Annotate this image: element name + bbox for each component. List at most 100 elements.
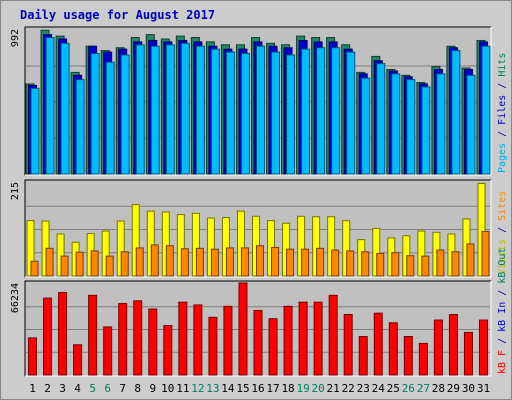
bar-pages-day-22 bbox=[346, 51, 356, 175]
bar-kb-f-day-18 bbox=[283, 305, 293, 376]
bar-pages-day-9 bbox=[150, 45, 160, 175]
x-tick-label-day-24: 24 bbox=[372, 382, 386, 395]
panel-requests: 992 Pages / Files / Hits bbox=[10, 26, 508, 176]
x-tick-label-day-20: 20 bbox=[312, 382, 325, 395]
bar-kb-f-day-12 bbox=[193, 304, 203, 376]
bar-kb-f-day-28 bbox=[433, 319, 443, 376]
bar-sites-day-27 bbox=[421, 255, 430, 277]
legend-entry: Sites bbox=[497, 191, 508, 221]
panel-max-label: 215 bbox=[10, 182, 21, 200]
legend-entry: Pages bbox=[497, 143, 508, 173]
bar-kb-f-day-7 bbox=[118, 303, 128, 376]
x-tick-label-day-5: 5 bbox=[89, 382, 96, 395]
bar-kb-f-day-11 bbox=[178, 301, 188, 376]
bar-pages-day-2 bbox=[45, 37, 55, 175]
bar-sites-day-21 bbox=[331, 249, 340, 277]
bar-kb-f-day-9 bbox=[148, 308, 158, 376]
bar-sites-day-31 bbox=[481, 230, 490, 277]
bar-sites-day-7 bbox=[120, 251, 129, 277]
bar-sites-day-18 bbox=[286, 248, 295, 277]
panel-bevel bbox=[25, 27, 492, 176]
panel-bevel bbox=[25, 180, 492, 278]
bar-sites-day-10 bbox=[165, 245, 174, 277]
bar-kb-f-day-19 bbox=[298, 301, 308, 376]
legend-entry: kB Out bbox=[497, 248, 508, 284]
panel-max-label: 66234 bbox=[10, 283, 21, 313]
bar-sites-day-23 bbox=[361, 251, 370, 277]
bar-pages-day-1 bbox=[30, 87, 40, 175]
bar-pages-day-4 bbox=[75, 79, 85, 175]
bar-pages-day-30 bbox=[466, 74, 476, 175]
bar-pages-day-8 bbox=[135, 44, 145, 175]
bar-kb-f-day-1 bbox=[28, 337, 38, 376]
x-tick-label-day-11: 11 bbox=[176, 382, 189, 395]
chart-title: Daily usage for August 2017 bbox=[20, 8, 215, 22]
x-tick-label-day-29: 29 bbox=[447, 382, 460, 395]
bar-kb-f-day-4 bbox=[73, 344, 83, 376]
bar-pages-day-6 bbox=[105, 61, 115, 175]
panel-side-legend: kB F / kB In / kB Out bbox=[497, 248, 508, 374]
bar-kb-f-day-22 bbox=[343, 314, 353, 376]
x-tick-label-day-23: 23 bbox=[357, 382, 370, 395]
bar-sites-day-4 bbox=[75, 251, 84, 277]
x-tick-label-day-31: 31 bbox=[477, 382, 490, 395]
bar-pages-day-20 bbox=[316, 47, 326, 175]
bar-pages-day-21 bbox=[331, 47, 341, 175]
bar-pages-day-31 bbox=[481, 45, 491, 175]
bar-pages-day-24 bbox=[376, 63, 386, 175]
legend-entry: / bbox=[497, 77, 508, 95]
bar-pages-day-14 bbox=[225, 51, 235, 175]
legend-entry: / bbox=[497, 284, 508, 302]
x-tick-label-day-17: 17 bbox=[266, 382, 279, 395]
bar-kb-f-day-17 bbox=[268, 318, 278, 376]
x-tick-label-day-4: 4 bbox=[74, 382, 81, 395]
bar-sites-day-19 bbox=[301, 248, 310, 277]
bar-sites-day-14 bbox=[225, 247, 234, 277]
panel-max-label: 992 bbox=[10, 29, 21, 47]
x-tick-label-day-26: 26 bbox=[402, 382, 415, 395]
bar-sites-day-22 bbox=[346, 250, 355, 277]
x-tick-label-day-27: 27 bbox=[417, 382, 430, 395]
bar-kb-f-day-29 bbox=[448, 314, 458, 376]
bar-pages-day-18 bbox=[286, 54, 296, 175]
legend-entry: / bbox=[497, 125, 508, 143]
legend-entry: / bbox=[497, 221, 508, 239]
x-tick-label-day-9: 9 bbox=[149, 382, 156, 395]
x-axis-tick-labels: 1 2 3 4 5 6 7 8 9 10 11 12 13 14 15 16 17 18 19 20 21 22 23 24 2… bbox=[29, 382, 490, 395]
legend-entry: kB In bbox=[497, 302, 508, 332]
bar-sites-day-28 bbox=[436, 249, 445, 277]
bar-kb-f-day-25 bbox=[388, 322, 398, 376]
bar-sites-day-16 bbox=[256, 245, 264, 277]
bar-pages-day-23 bbox=[361, 77, 371, 175]
bar-kb-f-day-3 bbox=[58, 292, 68, 376]
bar-kb-f-day-21 bbox=[328, 294, 338, 376]
bar-pages-day-5 bbox=[90, 53, 100, 175]
bar-kb-f-day-6 bbox=[103, 326, 113, 376]
bar-pages-day-15 bbox=[240, 53, 250, 175]
bar-sites-day-25 bbox=[391, 252, 400, 277]
x-tick-label-day-30: 30 bbox=[462, 382, 475, 395]
panel-side-legend: Pages / Files / Hits bbox=[497, 53, 508, 173]
bar-sites-day-29 bbox=[451, 251, 460, 277]
bar-pages-day-17 bbox=[271, 51, 281, 175]
bar-sites-day-15 bbox=[240, 247, 249, 277]
bar-sites-day-12 bbox=[195, 247, 204, 277]
x-tick-label-day-22: 22 bbox=[342, 382, 355, 395]
legend-entry: Hits bbox=[497, 53, 508, 77]
bar-sites-day-17 bbox=[271, 246, 280, 277]
bar-sites-day-13 bbox=[210, 248, 219, 277]
x-tick-label-day-21: 21 bbox=[327, 382, 340, 395]
bar-pages-day-27 bbox=[421, 86, 431, 175]
bar-sites-day-1 bbox=[30, 260, 39, 277]
bar-sites-day-2 bbox=[45, 247, 54, 277]
bar-pages-day-10 bbox=[165, 44, 175, 175]
bar-pages-day-29 bbox=[451, 50, 461, 175]
bar-sites-day-8 bbox=[135, 247, 144, 277]
x-tick-label-day-3: 3 bbox=[59, 382, 66, 395]
x-tick-label-day-8: 8 bbox=[134, 382, 141, 395]
bar-sites-day-20 bbox=[316, 247, 325, 277]
bar-sites-day-24 bbox=[376, 253, 385, 277]
x-tick-label-day-13: 13 bbox=[206, 382, 219, 395]
bar-kb-f-day-8 bbox=[133, 300, 143, 376]
